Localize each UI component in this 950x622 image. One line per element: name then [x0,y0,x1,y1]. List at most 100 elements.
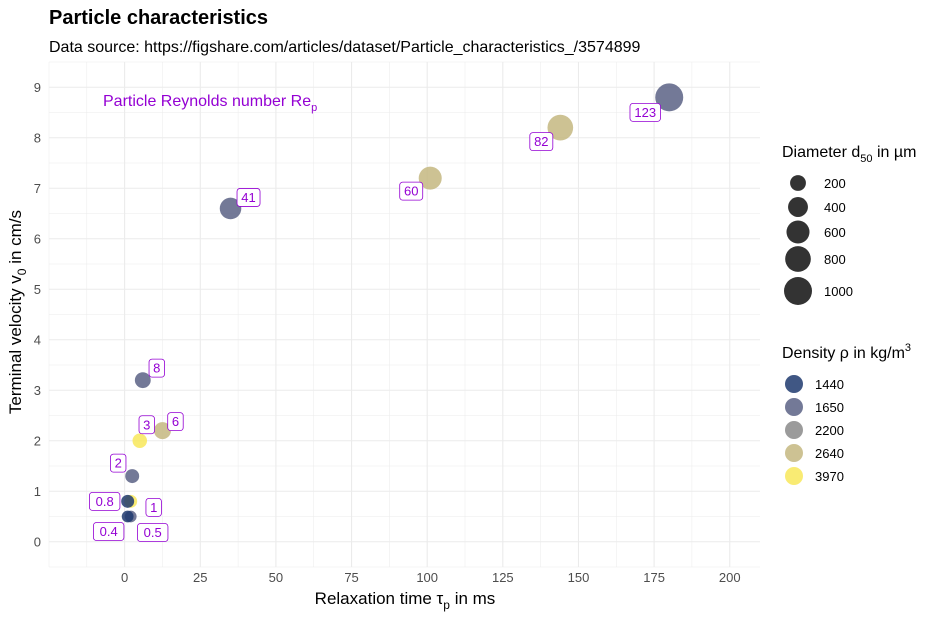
color-legend-item: 3970 [785,467,844,485]
size-legend-label: 1000 [824,284,853,299]
reynolds-labels: 123 82 60 41 8 6 3 2 1 0.8 0.5 0.4 [89,102,661,542]
y-tick-label: 1 [34,484,41,499]
annotation-reynolds: Particle Reynolds number Rep [103,93,317,114]
label-box [138,415,155,435]
data-point [418,166,442,190]
x-tick-label: 150 [568,570,590,585]
label-text: 0.5 [144,525,162,540]
color-legend-label: 1440 [815,377,844,392]
reynolds-label: 123 [629,102,661,122]
color-legend-item: 2200 [785,421,844,439]
reynolds-label: 2 [110,453,127,473]
size-legend-item: 600 [786,220,846,244]
size-legend-label: 800 [824,252,846,267]
size-legend-item: 800 [785,246,846,272]
label-box [629,102,661,122]
label-text: 60 [404,184,418,199]
label-text: 2 [115,456,122,471]
data-point [125,469,140,484]
x-tick-label: 25 [193,570,207,585]
y-tick-label: 3 [34,383,41,398]
x-tick-label: 200 [719,570,741,585]
data-point [134,372,151,389]
reynolds-label: 82 [529,132,554,152]
reynolds-label: 0.8 [89,491,121,511]
color-legend-label: 1650 [815,400,844,415]
x-axis-ticks: 0 25 50 75 100 125 150 175 200 [121,570,741,585]
size-legend-key [788,197,808,217]
size-legend-item: 1000 [784,277,853,305]
data-point [655,83,684,112]
size-legend-label: 600 [824,225,846,240]
x-tick-label: 50 [269,570,283,585]
size-legend-key [785,246,811,272]
label-box [89,491,121,511]
label-box [110,453,127,473]
x-tick-label: 75 [344,570,358,585]
reynolds-label: 3 [138,415,155,435]
color-legend-item: 2640 [785,444,844,462]
x-tick-label: 175 [643,570,665,585]
x-axis-title: Relaxation time τp in ms [315,589,496,612]
label-box [93,522,125,541]
size-legend: Diameter d50 in µm 200 400 600 800 1000 [782,144,916,305]
data-point [547,114,574,141]
color-legend-key [785,421,803,439]
label-text: 123 [634,105,656,120]
color-legend-item: 1440 [785,375,844,393]
size-legend-item: 400 [788,197,846,217]
label-text: 41 [241,190,255,205]
reynolds-label: 8 [148,358,165,378]
data-point [132,433,148,449]
label-text: 3 [143,417,150,432]
data-point [153,422,171,440]
label-box [399,181,424,201]
label-text: 0.8 [96,494,114,509]
color-legend-key [785,375,803,393]
x-tick-label: 125 [492,570,514,585]
size-legend-label: 200 [824,176,846,191]
label-text: 0.4 [100,524,118,539]
size-legend-key [790,175,806,191]
color-legend-label: 3970 [815,469,844,484]
y-axis-ticks: 0 1 2 3 4 5 6 7 8 9 [34,80,41,550]
y-tick-label: 9 [34,80,41,95]
data-point [219,197,242,220]
color-legend-key [785,444,803,462]
y-tick-label: 5 [34,282,41,297]
label-text: 82 [534,134,548,149]
size-legend-item: 200 [790,175,846,191]
label-text: 8 [153,361,160,376]
label-box [145,497,162,517]
color-legend-key [785,398,803,416]
color-legend: Density ρ in kg/m3 1440 1650 2200 2640 3970 [782,342,911,485]
color-legend-key [785,467,803,485]
reynolds-label: 60 [399,181,424,201]
data-points [121,83,684,523]
label-box [236,188,261,207]
x-tick-label: 0 [121,570,128,585]
plot-grid [48,61,760,568]
y-tick-label: 7 [34,181,41,196]
reynolds-label: 1 [145,497,162,517]
reynolds-label: 41 [236,188,261,207]
data-point [121,494,135,508]
reynolds-label: 0.5 [137,523,169,542]
reynolds-label: 6 [167,412,184,432]
chart-title: Particle characteristics [49,7,268,29]
y-tick-label: 2 [34,433,41,448]
color-legend-label: 2200 [815,423,844,438]
chart-subtitle: Data source: https://figshare.com/articl… [49,39,641,56]
data-point [121,510,134,523]
y-tick-label: 6 [34,231,41,246]
label-box [148,358,165,378]
reynolds-label: 0.4 [93,522,125,541]
label-box [137,523,169,542]
x-tick-label: 100 [416,570,438,585]
label-text: 6 [172,414,179,429]
y-tick-label: 0 [34,534,41,549]
y-tick-label: 8 [34,130,41,145]
color-legend-label: 2640 [815,446,844,461]
label-box [167,412,184,432]
